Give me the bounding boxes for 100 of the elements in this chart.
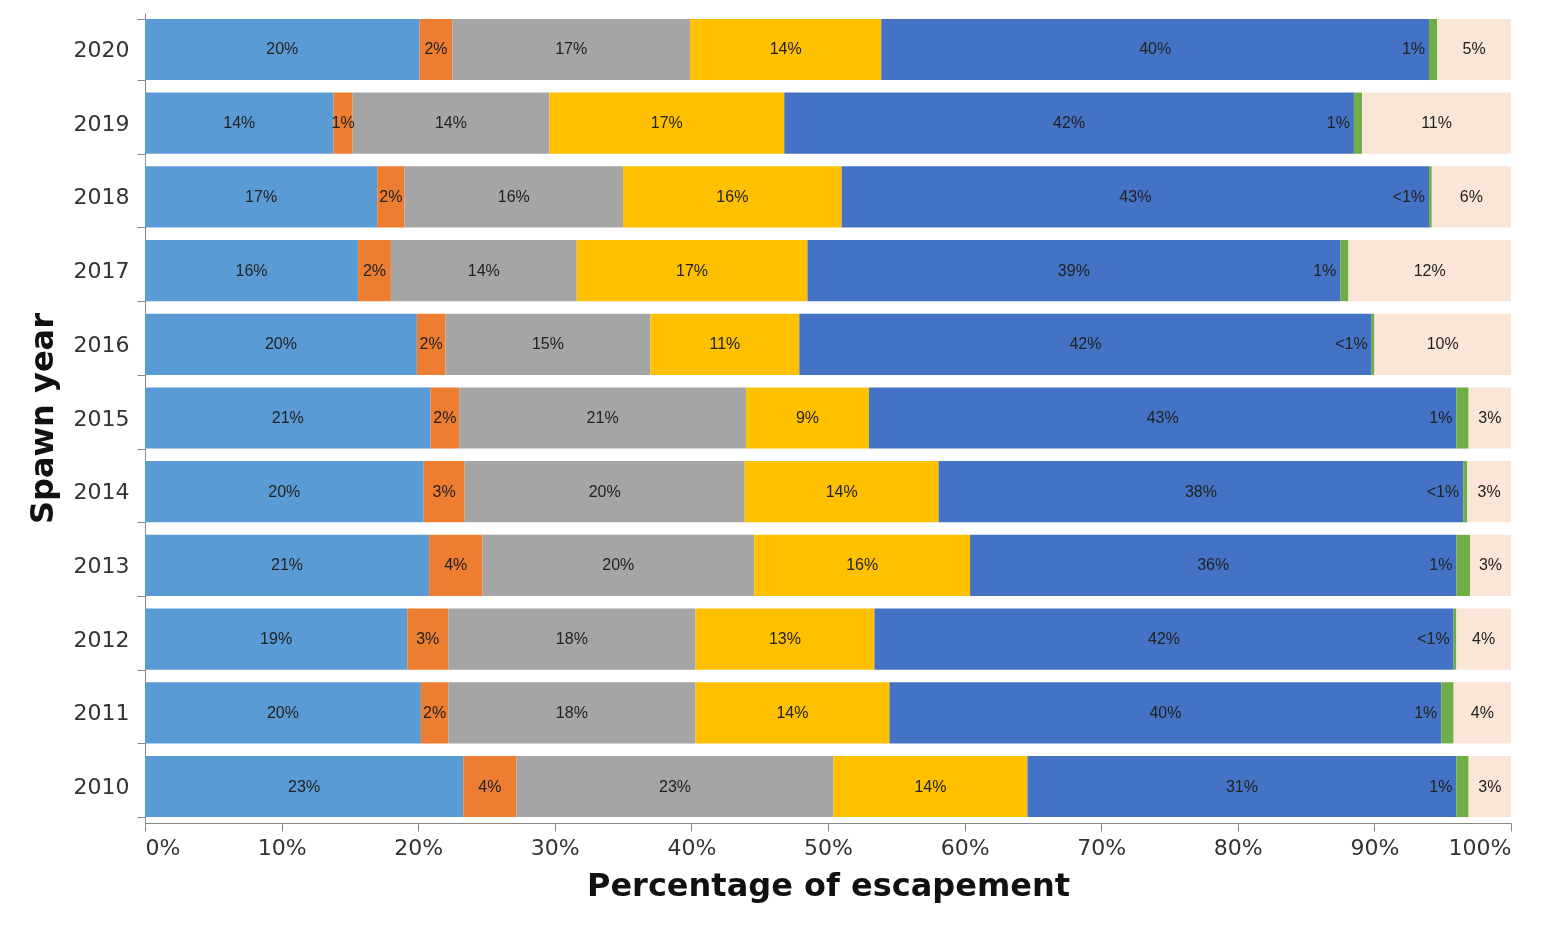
bar xyxy=(1429,166,1432,228)
bar xyxy=(145,461,424,523)
bar xyxy=(746,387,869,449)
data-label: 2% xyxy=(362,261,387,279)
x-tick-label: 60% xyxy=(940,834,990,860)
data-label: 3% xyxy=(416,630,440,648)
data-label: 1% xyxy=(1401,40,1426,58)
bar xyxy=(1456,755,1469,818)
data-label: 3% xyxy=(1478,409,1502,426)
data-label: 20% xyxy=(268,482,301,500)
data-label: 1% xyxy=(1429,409,1453,426)
data-label: 2% xyxy=(423,703,447,721)
data-label: 5% xyxy=(1462,40,1486,58)
bar xyxy=(1468,387,1511,449)
x-tick-label: 0% xyxy=(145,834,181,860)
y-tick-label: 2012 xyxy=(73,626,130,652)
data-label: 18% xyxy=(555,703,588,721)
bar xyxy=(970,534,1457,596)
x-tick-label: 40% xyxy=(667,834,717,860)
bar xyxy=(1374,313,1511,375)
data-label: 20% xyxy=(264,335,297,353)
data-label: 9% xyxy=(795,409,820,426)
data-label: 21% xyxy=(271,556,304,574)
data-label: <1% xyxy=(1335,335,1368,353)
bar xyxy=(1340,240,1349,302)
bar xyxy=(358,240,391,302)
data-label: 1% xyxy=(1313,261,1337,279)
data-label: 4% xyxy=(478,777,502,795)
data-label: 1% xyxy=(1429,777,1453,795)
y-tick-label: 2011 xyxy=(73,700,130,726)
data-label: 21% xyxy=(586,409,619,426)
x-tick-label: 10% xyxy=(257,834,307,860)
bar xyxy=(352,92,550,154)
bar xyxy=(1467,461,1511,523)
bar xyxy=(429,534,483,596)
data-label: 17% xyxy=(245,187,278,205)
data-label: 17% xyxy=(650,114,683,132)
bar xyxy=(448,608,696,670)
bar xyxy=(833,755,1028,818)
data-label: 3% xyxy=(1477,482,1501,500)
data-label: 13% xyxy=(768,630,801,648)
bar xyxy=(145,92,334,154)
bar xyxy=(423,461,465,523)
data-label: 17% xyxy=(555,40,588,58)
bar xyxy=(744,461,939,523)
data-label: 4% xyxy=(1470,703,1494,721)
bar xyxy=(1348,240,1511,302)
data-label: 14% xyxy=(776,703,809,721)
data-label: 10% xyxy=(1426,335,1459,353)
data-label: 11% xyxy=(709,335,741,353)
bar xyxy=(452,18,691,81)
y-tick-label: 2020 xyxy=(73,36,130,62)
bar xyxy=(145,534,430,596)
data-label: 20% xyxy=(266,703,299,721)
bar xyxy=(799,313,1372,375)
data-label: 14% xyxy=(223,114,256,132)
bar xyxy=(807,240,1341,302)
bar xyxy=(145,608,408,670)
bar xyxy=(695,682,890,744)
data-label: 3% xyxy=(432,482,456,500)
bar xyxy=(430,387,460,449)
bar xyxy=(1468,755,1511,818)
data-label: 15% xyxy=(531,335,564,353)
y-tick-label: 2013 xyxy=(73,552,130,578)
bar xyxy=(390,240,577,302)
data-label: 18% xyxy=(555,630,588,648)
x-tick-label: 30% xyxy=(530,834,580,860)
y-tick-label: 2017 xyxy=(73,258,130,284)
bar xyxy=(145,240,359,302)
bar xyxy=(1353,92,1363,154)
bar xyxy=(1431,166,1511,228)
data-label: 39% xyxy=(1057,261,1090,279)
data-label: 12% xyxy=(1413,261,1446,279)
data-label: 2% xyxy=(433,409,457,426)
data-label: 20% xyxy=(266,40,299,58)
bar xyxy=(459,387,747,449)
bar xyxy=(1453,682,1511,744)
data-label: 36% xyxy=(1197,556,1230,574)
data-label: 19% xyxy=(260,630,293,648)
data-label: 20% xyxy=(602,556,635,574)
data-label: 43% xyxy=(1146,409,1179,426)
data-label: 20% xyxy=(588,482,621,500)
bar xyxy=(145,166,378,228)
bar xyxy=(377,166,405,228)
bar xyxy=(1456,387,1469,449)
bar xyxy=(448,682,696,744)
data-label: 38% xyxy=(1184,482,1217,500)
data-label: 6% xyxy=(1459,187,1483,205)
data-label: 3% xyxy=(1478,777,1502,795)
bar xyxy=(1463,461,1468,523)
x-tick-label: 80% xyxy=(1213,834,1263,860)
bar xyxy=(784,92,1354,154)
y-tick-label: 2010 xyxy=(73,774,130,800)
data-label: 1% xyxy=(1326,114,1350,132)
bar xyxy=(145,682,421,744)
x-tick-label: 100% xyxy=(1448,834,1512,860)
x-tick-label: 20% xyxy=(394,834,444,860)
data-label: 42% xyxy=(1053,114,1086,132)
bar xyxy=(754,534,971,596)
y-tick-label: 2016 xyxy=(73,331,130,357)
